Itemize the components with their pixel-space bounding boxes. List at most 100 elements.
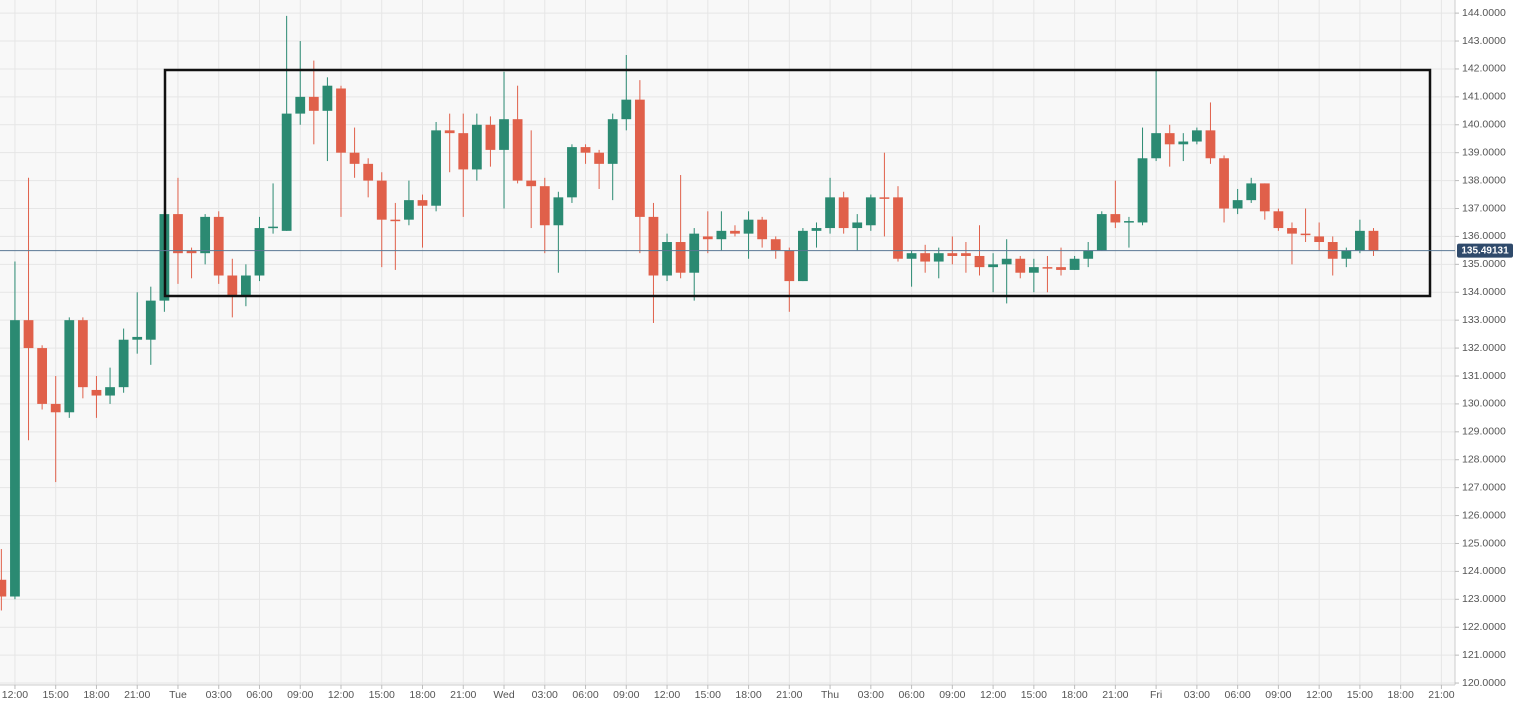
y-tick-label: 137.0000 xyxy=(1462,202,1506,214)
candle-body xyxy=(1042,267,1053,269)
candle-body xyxy=(0,579,7,597)
candle-body xyxy=(295,96,306,114)
candle-body xyxy=(1341,250,1352,259)
x-tick-label: 18:00 xyxy=(735,689,761,701)
candle-body xyxy=(553,197,564,226)
x-tick-label: Wed xyxy=(493,689,515,701)
x-tick-label: 12:00 xyxy=(654,689,680,701)
y-tick-label: 128.0000 xyxy=(1462,454,1506,466)
candle-body xyxy=(784,250,795,282)
candle-body xyxy=(947,253,958,256)
y-tick-label: 129.0000 xyxy=(1462,426,1506,438)
candle-body xyxy=(132,336,143,340)
plot-background xyxy=(0,0,1455,685)
x-tick-label: 15:00 xyxy=(1347,689,1373,701)
candle-body xyxy=(1164,133,1175,145)
candle-body xyxy=(879,197,890,199)
candle-body xyxy=(974,255,985,268)
candle-body xyxy=(730,230,740,234)
x-tick-label: 03:00 xyxy=(532,689,558,701)
candle-body xyxy=(743,219,754,234)
candle-body xyxy=(241,275,251,296)
candle-body xyxy=(254,228,265,276)
candle-body xyxy=(689,233,700,273)
candle-body xyxy=(145,300,156,340)
candle-body xyxy=(431,130,441,206)
candle-body xyxy=(173,214,183,254)
candle-body xyxy=(1069,258,1080,270)
x-tick-label: 12:00 xyxy=(2,689,28,701)
x-tick-label: 12:00 xyxy=(328,689,354,701)
candle-body xyxy=(512,119,523,181)
last-price-box xyxy=(1457,243,1513,258)
candle-body xyxy=(702,236,713,240)
candle-body xyxy=(1314,236,1325,243)
candle-body xyxy=(621,99,632,120)
x-tick-label: Thu xyxy=(821,689,839,701)
candle-body xyxy=(308,96,319,111)
candle-body xyxy=(1096,214,1107,251)
x-tick-label: 21:00 xyxy=(1102,689,1128,701)
candle-body xyxy=(376,180,387,220)
candle-body xyxy=(200,216,211,254)
candle-body xyxy=(567,147,577,198)
y-tick-label: 127.0000 xyxy=(1462,481,1506,493)
candle-body xyxy=(1232,200,1243,209)
x-tick-label: 15:00 xyxy=(369,689,395,701)
x-tick-label: 12:00 xyxy=(1306,689,1332,701)
candle-body xyxy=(227,275,238,296)
x-tick-label: 21:00 xyxy=(450,689,476,701)
candle-body xyxy=(1300,233,1311,236)
candle-body xyxy=(186,250,197,254)
x-tick-label: 06:00 xyxy=(898,689,924,701)
candle-body xyxy=(1273,211,1284,229)
candle-body xyxy=(404,200,414,220)
candle-body xyxy=(1368,230,1379,251)
candle-body xyxy=(417,200,428,206)
candle-body xyxy=(1259,183,1270,212)
candle-body xyxy=(37,348,48,404)
x-tick-label: 06:00 xyxy=(1224,689,1250,701)
y-tick-label: 121.0000 xyxy=(1462,649,1506,661)
candle-body xyxy=(770,239,781,251)
x-tick-label: 21:00 xyxy=(776,689,802,701)
candle-body xyxy=(662,242,672,276)
candles xyxy=(0,15,1379,611)
y-tick-label: 131.0000 xyxy=(1462,370,1506,382)
candle-body xyxy=(1178,141,1189,145)
candle-body xyxy=(893,197,903,259)
x-tick-label: 09:00 xyxy=(1265,689,1291,701)
candle-body xyxy=(1355,230,1365,251)
candle-body xyxy=(607,119,618,164)
candle-body xyxy=(471,124,482,170)
y-tick-label: 142.0000 xyxy=(1462,63,1506,75)
x-tick-label: 21:00 xyxy=(1428,689,1454,701)
candle-body xyxy=(1151,133,1162,159)
y-tick-label: 124.0000 xyxy=(1462,565,1506,577)
candle-body xyxy=(1246,183,1257,201)
candle-body xyxy=(526,180,537,187)
candle-body xyxy=(363,163,374,181)
y-tick-label: 139.0000 xyxy=(1462,146,1506,158)
x-tick-label: 09:00 xyxy=(939,689,965,701)
candle-body xyxy=(580,147,591,153)
candle-body xyxy=(675,242,686,273)
y-tick-label: 132.0000 xyxy=(1462,342,1506,354)
x-tick-label: 18:00 xyxy=(83,689,109,701)
candle-body xyxy=(1028,267,1039,273)
candle-body xyxy=(499,119,509,150)
x-tick-label: 09:00 xyxy=(287,689,313,701)
candle-body xyxy=(64,320,75,413)
y-tick-label: 141.0000 xyxy=(1462,91,1506,103)
candle-body xyxy=(865,197,876,226)
y-tick-label: 138.0000 xyxy=(1462,174,1506,186)
candle-body xyxy=(825,197,835,229)
x-tick-label: 06:00 xyxy=(246,689,272,701)
candle-body xyxy=(811,228,822,231)
candle-body xyxy=(268,226,278,229)
candle-body xyxy=(648,216,659,276)
candle-body xyxy=(988,264,998,268)
candle-body xyxy=(838,197,849,229)
candle-body xyxy=(798,230,808,282)
candle-body xyxy=(1124,221,1134,223)
